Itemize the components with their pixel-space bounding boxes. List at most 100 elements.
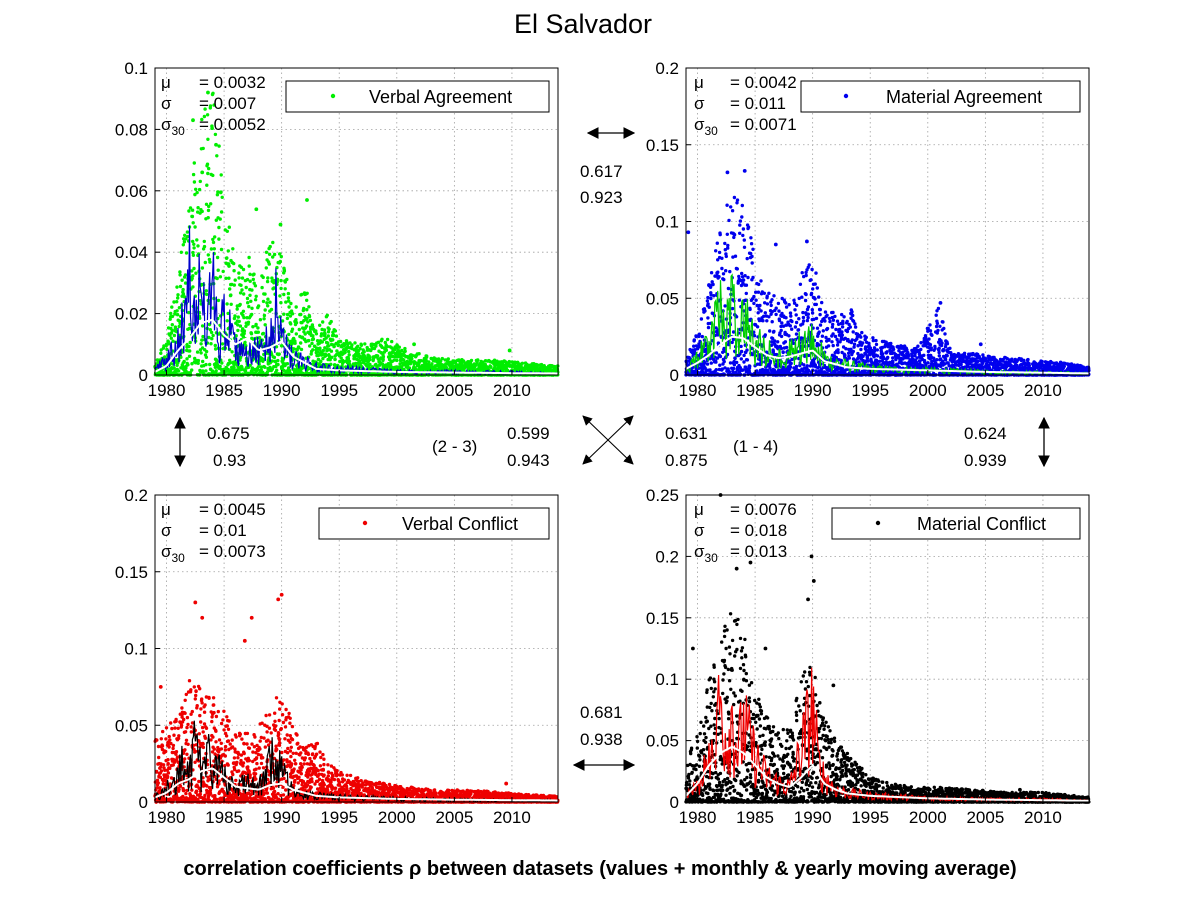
data-point — [314, 329, 318, 333]
data-point — [204, 369, 208, 373]
data-point — [196, 361, 200, 365]
data-point — [740, 271, 744, 276]
data-point — [216, 268, 220, 272]
data-point — [159, 351, 163, 355]
data-point — [718, 363, 722, 367]
data-point — [742, 245, 747, 249]
data-point — [200, 338, 204, 342]
data-point — [187, 209, 191, 213]
data-point — [215, 154, 219, 158]
data-point — [279, 286, 283, 291]
data-point — [845, 319, 849, 324]
data-point — [776, 301, 781, 306]
data-point — [757, 282, 761, 287]
data-point — [826, 344, 831, 348]
data-point — [716, 270, 720, 274]
stat-sigma30-value: = 0.0052 — [199, 115, 266, 134]
data-point — [232, 367, 236, 372]
data-point — [779, 328, 783, 333]
data-point — [294, 305, 298, 309]
data-point — [709, 361, 713, 365]
data-point — [773, 339, 777, 343]
data-point — [806, 315, 810, 320]
data-point — [249, 299, 253, 303]
data-point — [282, 269, 287, 273]
data-point — [254, 294, 258, 298]
data-point — [444, 365, 448, 370]
data-point — [784, 305, 789, 309]
data-point — [311, 348, 315, 352]
data-point — [718, 354, 723, 359]
data-point — [722, 359, 726, 364]
data-point — [709, 296, 713, 301]
data-point — [933, 346, 937, 351]
data-point — [706, 316, 710, 320]
data-point — [167, 342, 171, 346]
legend: Verbal Agreement — [285, 80, 550, 113]
data-point — [756, 311, 760, 315]
data-point — [211, 91, 215, 95]
data-point — [813, 282, 817, 286]
data-point — [247, 264, 251, 268]
data-point — [489, 365, 493, 369]
data-point — [813, 297, 817, 301]
data-point — [889, 341, 893, 346]
data-point — [827, 337, 831, 342]
data-point — [241, 267, 246, 272]
data-point — [290, 327, 295, 331]
data-point — [720, 256, 724, 260]
data-point — [520, 361, 525, 365]
y-tick-label: 0.08 — [115, 120, 148, 139]
data-point — [186, 363, 190, 367]
data-point — [242, 329, 247, 333]
data-point — [254, 322, 258, 327]
data-point — [332, 344, 336, 348]
data-point — [170, 328, 174, 333]
data-point — [347, 349, 351, 354]
data-point — [714, 368, 718, 372]
data-point — [227, 225, 231, 229]
data-point — [759, 279, 763, 283]
data-point — [781, 350, 785, 355]
data-point — [797, 317, 801, 321]
data-point — [242, 331, 246, 336]
data-point — [231, 247, 235, 251]
data-point — [307, 305, 311, 309]
data-point — [817, 343, 821, 347]
data-point — [215, 359, 219, 364]
data-point — [746, 225, 751, 229]
data-point — [218, 217, 222, 221]
data-point — [730, 340, 734, 345]
data-point — [802, 363, 806, 367]
data-point — [253, 298, 258, 302]
data-point — [194, 271, 198, 275]
data-point — [720, 266, 724, 271]
data-point — [874, 338, 878, 343]
data-point — [825, 326, 830, 331]
data-point — [262, 313, 267, 318]
data-point — [284, 300, 288, 304]
data-point — [742, 360, 746, 364]
data-point — [308, 318, 313, 323]
data-point — [804, 292, 808, 297]
data-point — [772, 294, 776, 298]
data-point — [885, 350, 889, 354]
data-point — [748, 307, 752, 312]
data-point — [248, 279, 252, 283]
data-point — [875, 348, 879, 352]
data-point — [714, 351, 719, 355]
data-point — [275, 368, 279, 372]
data-point — [845, 329, 850, 334]
data-point — [289, 322, 293, 326]
data-point — [318, 323, 322, 327]
data-point — [752, 301, 756, 306]
data-point — [170, 323, 174, 327]
data-point — [183, 273, 188, 277]
data-point — [744, 291, 748, 296]
data-point — [820, 300, 824, 305]
data-point — [217, 237, 221, 241]
y-tick-label: 0 — [139, 366, 148, 385]
data-point — [215, 193, 220, 197]
data-point — [192, 246, 196, 250]
data-point — [226, 311, 230, 316]
